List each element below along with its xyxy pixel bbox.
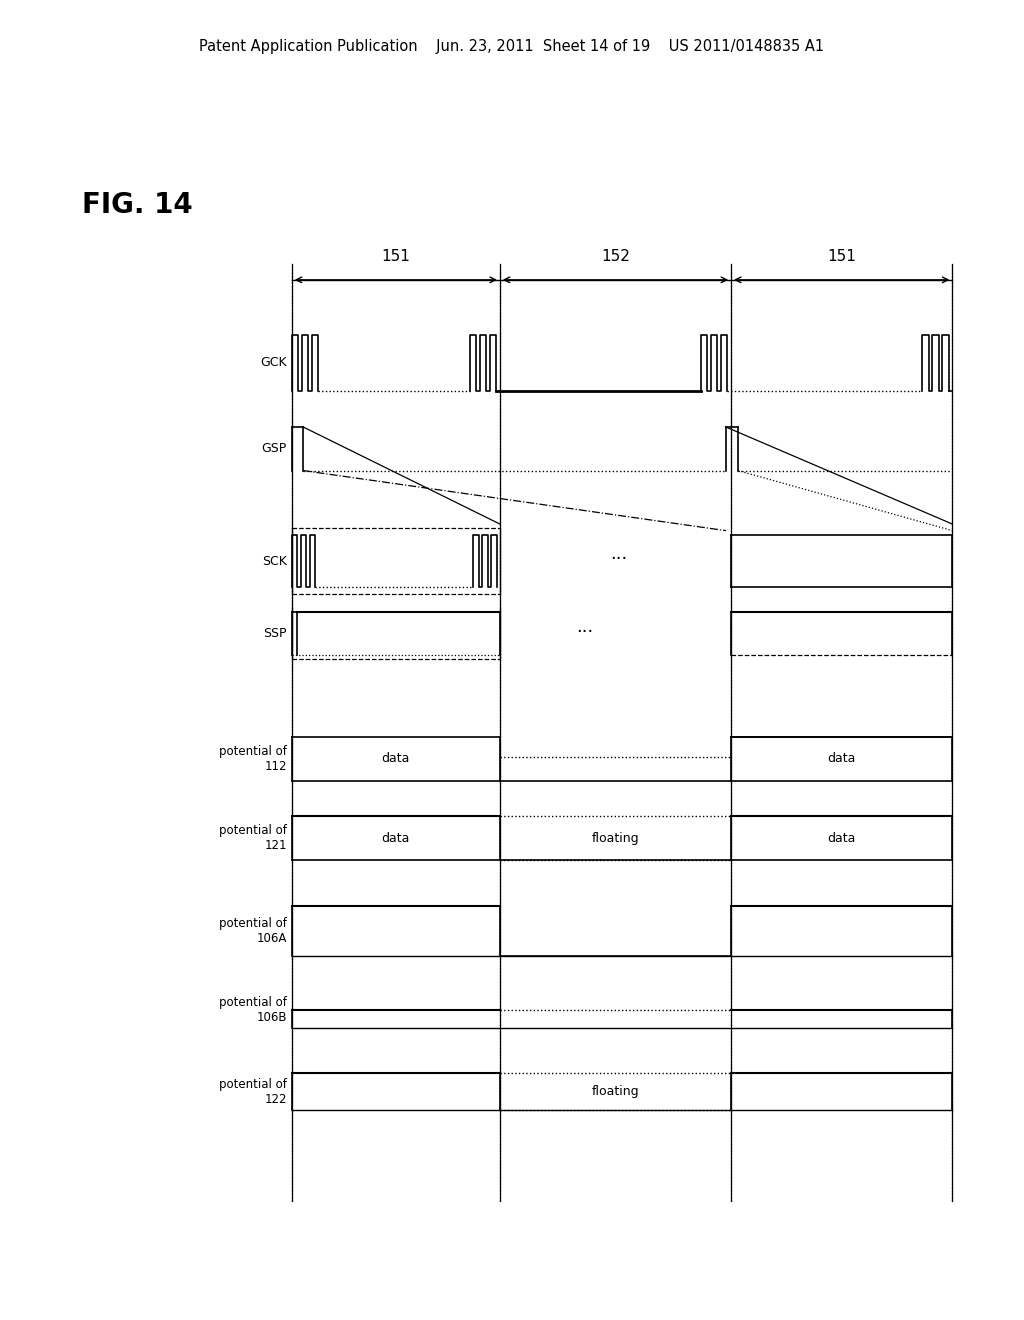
Text: floating: floating	[592, 832, 639, 845]
Text: SCK: SCK	[262, 554, 287, 568]
Text: ...: ...	[577, 618, 593, 636]
Text: 151: 151	[381, 248, 411, 264]
Text: potential of
122: potential of 122	[219, 1077, 287, 1106]
Text: FIG. 14: FIG. 14	[82, 190, 193, 219]
Text: floating: floating	[592, 1085, 639, 1098]
Text: potential of
121: potential of 121	[219, 824, 287, 853]
Text: GSP: GSP	[261, 442, 287, 455]
Text: SSP: SSP	[263, 627, 287, 640]
Text: potential of
106B: potential of 106B	[219, 995, 287, 1024]
Text: potential of
112: potential of 112	[219, 744, 287, 774]
Text: 151: 151	[827, 248, 856, 264]
Text: data: data	[827, 832, 856, 845]
Text: potential of
106A: potential of 106A	[219, 916, 287, 945]
Text: 152: 152	[601, 248, 630, 264]
Text: data: data	[382, 752, 410, 766]
Text: data: data	[827, 752, 856, 766]
Text: Patent Application Publication    Jun. 23, 2011  Sheet 14 of 19    US 2011/01488: Patent Application Publication Jun. 23, …	[200, 38, 824, 54]
Text: ...: ...	[610, 545, 628, 564]
Text: data: data	[382, 832, 410, 845]
Text: GCK: GCK	[260, 356, 287, 370]
